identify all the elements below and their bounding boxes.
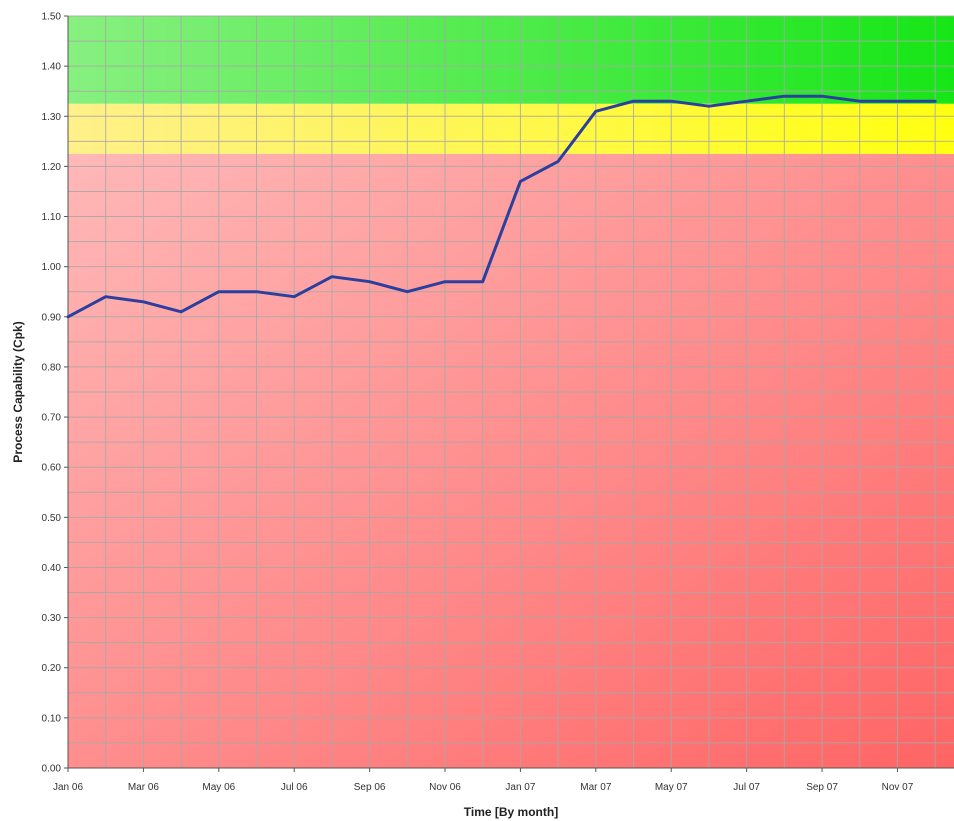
band-0 <box>68 153 954 768</box>
y-tick-label: 0.70 <box>42 413 62 424</box>
y-tick-label: 0.80 <box>42 362 62 373</box>
y-axis-title: Process Capability (Cpk) <box>11 321 25 462</box>
y-tick-label: 0.30 <box>42 613 62 624</box>
series-line-0 <box>66 94 937 319</box>
x-tick-label: Nov 06 <box>429 782 461 793</box>
x-tick-label: Jan 06 <box>53 782 83 793</box>
x-tick-label: Sep 06 <box>354 782 386 793</box>
y-tick-label: 1.10 <box>42 212 62 223</box>
capability-bands <box>68 16 954 768</box>
x-tick-label: Mar 06 <box>128 782 160 793</box>
y-tick-labels: 0.00 0.10 0.20 0.30 0.40 0.50 0.60 0.70 0.80 0.90… <box>42 12 68 775</box>
y-tick-label: 0.50 <box>42 513 62 524</box>
y-tick-label: 0.40 <box>42 563 62 574</box>
x-tick-labels: Jan 06 Mar 06 May 06 Jul 06 Sep 06 Nov 06 Jan … <box>53 768 914 793</box>
band-1 <box>68 103 954 154</box>
y-tick-label: 1.50 <box>42 12 62 23</box>
y-tick-label: 0.00 <box>42 764 62 775</box>
axes <box>67 16 954 769</box>
y-tick-label: 1.00 <box>42 262 62 273</box>
y-tick-label: 1.30 <box>42 112 62 123</box>
x-tick-label: Jul 06 <box>281 782 308 793</box>
series-group <box>66 94 937 319</box>
grid-lines <box>67 15 954 769</box>
y-tick-label: 1.40 <box>42 62 62 73</box>
y-tick-label: 0.90 <box>42 312 62 323</box>
y-tick-label: 0.10 <box>42 713 62 724</box>
y-tick-label: 0.60 <box>42 463 62 474</box>
x-tick-label: May 07 <box>655 782 688 793</box>
y-tick-label: 1.20 <box>42 162 62 173</box>
band-2 <box>68 16 954 104</box>
y-tick-label: 0.20 <box>42 663 62 674</box>
x-tick-label: Sep 07 <box>806 782 838 793</box>
x-tick-label: May 06 <box>202 782 235 793</box>
x-tick-label: Mar 07 <box>580 782 612 793</box>
x-tick-label: Jul 07 <box>733 782 760 793</box>
x-tick-label: Nov 07 <box>882 782 914 793</box>
x-tick-label: Jan 07 <box>505 782 535 793</box>
x-axis-title: Time [By month] <box>464 805 558 819</box>
